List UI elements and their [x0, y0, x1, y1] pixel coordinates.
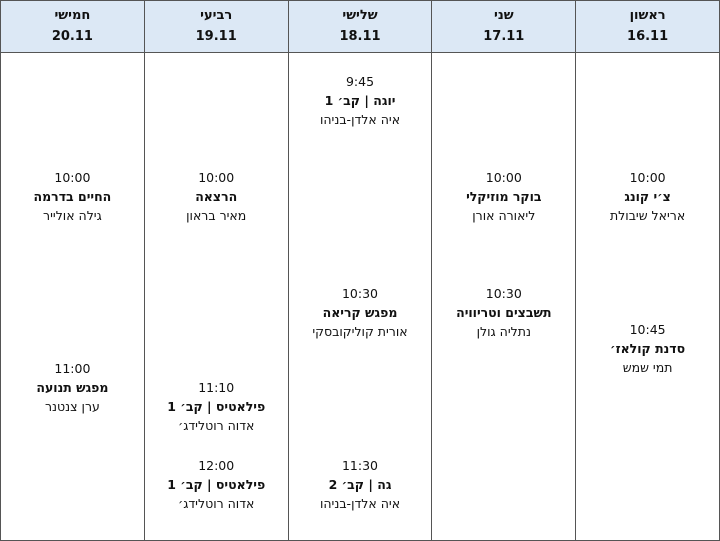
day-column: שני 17.11 10:00 בוקר מוזיקלי ליאורה אורן 1…: [431, 1, 576, 540]
event-host: מאיר בראון: [186, 208, 247, 223]
event-title: הרצאה: [195, 189, 238, 204]
schedule-event: 10:30 תשבצים וטריוויה נתליה גולן: [432, 284, 575, 341]
schedule-event: 12:00 פילאטיס | קב׳ 1 אדוה רוטלידג׳: [145, 456, 288, 513]
schedule-event: 11:30 גה | קב׳ 2 איה אלדן-בניהו: [289, 456, 432, 513]
event-time: 10:00: [198, 170, 235, 185]
schedule-event: 10:00 בוקר מוזיקלי ליאורה אורן: [432, 168, 575, 225]
event-time: 10:45: [629, 322, 666, 337]
day-header: שלישי 18.11: [288, 1, 432, 53]
day-header: רביעי 19.11: [144, 1, 288, 53]
event-time: 12:00: [198, 458, 235, 473]
event-time: 10:30: [341, 286, 379, 301]
day-name: ראשון: [629, 8, 666, 23]
schedule-event: 10:00 החיים בדרמה גילה אולייר: [1, 168, 144, 225]
event-time: 11:30: [341, 458, 379, 473]
day-column: ראשון 16.11 10:00 צ׳י קונג אריאל שיבולת 10…: [575, 1, 719, 540]
event-host: אריאל שיבולת: [609, 208, 686, 223]
event-host: איה אלדן-בניהו: [319, 496, 401, 511]
day-header: ראשון 16.11: [576, 1, 719, 53]
schedule-event: 11:00 מפגש תנועה ערן צנטנר: [1, 359, 144, 416]
day-date: 18.11: [339, 29, 381, 44]
event-title: פילאטיס | קב׳ 1: [167, 399, 266, 414]
day-name: רביעי: [200, 8, 233, 23]
event-time: 10:00: [629, 170, 666, 185]
event-host: ערן צנטנר: [44, 399, 100, 414]
event-host: אדוה רוטלידג׳: [178, 496, 255, 511]
schedule-event: 10:00 הרצאה מאיר בראון: [145, 168, 288, 225]
day-header: שני 17.11: [432, 1, 576, 53]
event-title: מפגש תנועה: [36, 380, 109, 395]
schedule-event: 9:45 יוגה | קב׳ 1 איה אלדן-בניהו: [289, 72, 432, 129]
event-title: תשבצים וטריוויה: [456, 305, 552, 320]
event-time: 11:10: [198, 380, 235, 395]
event-host: נתליה גולן: [476, 324, 531, 339]
event-time: 9:45: [345, 74, 375, 89]
event-host: אדוה רוטלידג׳: [178, 418, 255, 433]
day-date: 19.11: [195, 29, 237, 44]
event-host: ליאורה אורן: [472, 208, 536, 223]
day-name: שני: [494, 8, 514, 23]
event-title: פילאטיס | קב׳ 1: [167, 477, 266, 492]
event-title: גה | קב׳ 2: [328, 477, 392, 492]
day-column: רביעי 19.11 10:00 הרצאה מאיר בראון 11:10 פ…: [143, 1, 288, 540]
event-title: בוקר מוזיקלי: [466, 189, 542, 204]
event-time: 10:00: [485, 170, 522, 185]
event-host: תמי שמש: [622, 360, 673, 375]
day-column: חמישי 20.11 10:00 החיים בדרמה גילה אולייר…: [1, 1, 144, 540]
event-title: מפגש קריאה: [322, 305, 398, 320]
event-title: צ׳י קונג: [624, 189, 671, 204]
day-header: חמישי 20.11: [1, 1, 144, 53]
event-title: החיים בדרמה: [33, 189, 112, 204]
day-name: חמישי: [54, 8, 91, 23]
event-time: 10:30: [485, 286, 522, 301]
schedule-event: 11:10 פילאטיס | קב׳ 1 אדוה רוטלידג׳: [145, 378, 288, 435]
event-title: סדנת קולאז׳: [610, 341, 686, 356]
day-date: 20.11: [51, 29, 93, 44]
event-host: גילה אולייר: [43, 208, 102, 223]
event-title: יוגה | קב׳ 1: [324, 93, 396, 108]
schedule-event: 10:30 מפגש קריאה אורית קוליקובסקי: [289, 284, 432, 341]
day-date: 16.11: [627, 29, 669, 44]
event-host: איה אלדן-בניהו: [319, 112, 401, 127]
schedule-event: 10:45 סדנת קולאז׳ תמי שמש: [576, 320, 719, 377]
schedule-event: 10:00 צ׳י קונג אריאל שיבולת: [576, 168, 719, 225]
day-name: שלישי: [342, 8, 378, 23]
day-column: שלישי 18.11 9:45 יוגה | קב׳ 1 איה אלדן-בנ…: [287, 1, 432, 540]
event-host: אורית קוליקובסקי: [312, 324, 408, 339]
event-time: 11:00: [54, 361, 91, 376]
event-time: 10:00: [54, 170, 91, 185]
day-date: 17.11: [483, 29, 525, 44]
